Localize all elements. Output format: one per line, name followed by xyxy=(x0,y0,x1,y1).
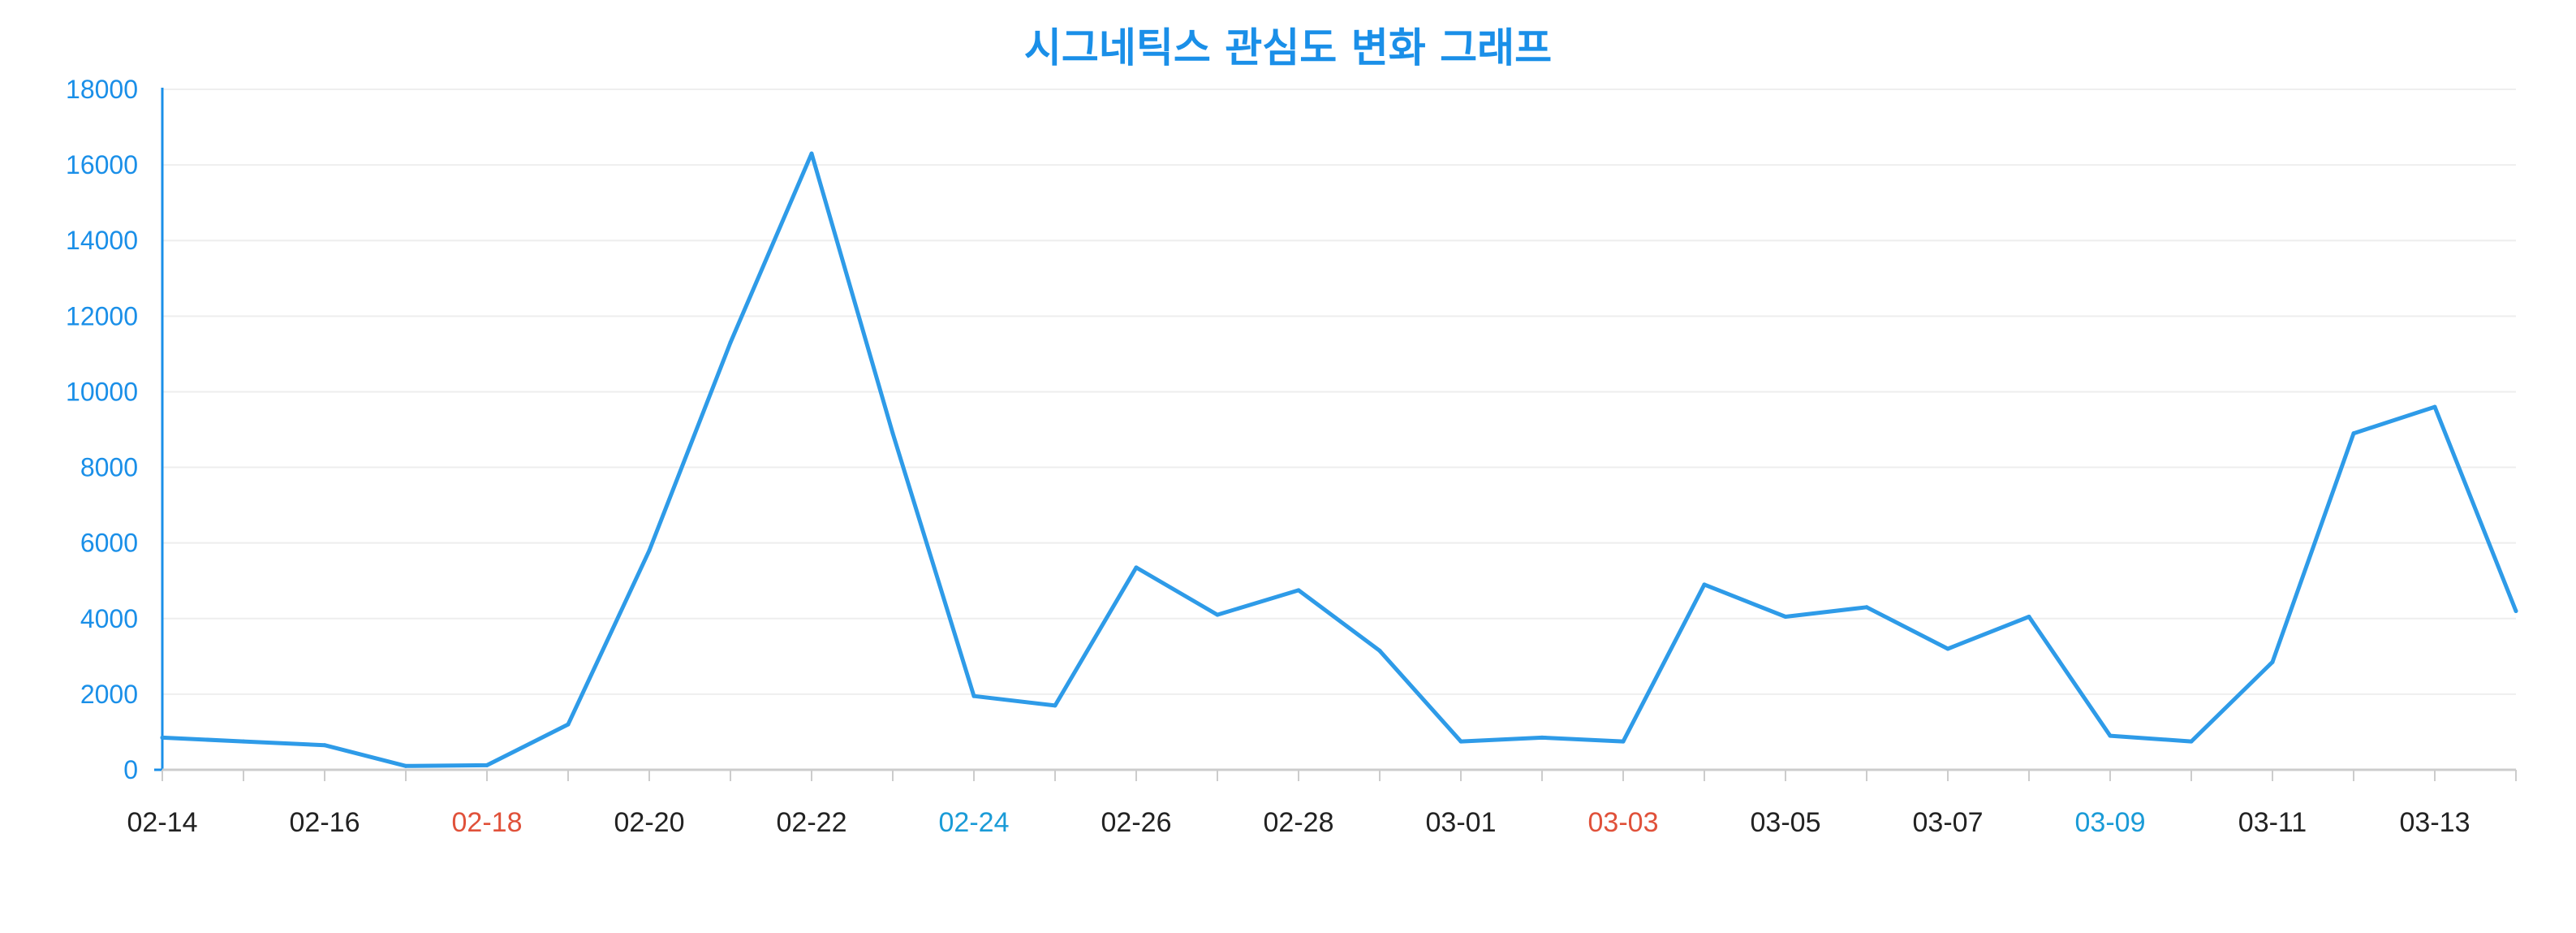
x-tick-label: 02-22 xyxy=(777,807,847,838)
y-tick-label: 6000 xyxy=(80,529,138,558)
y-tick-label: 18000 xyxy=(66,75,138,104)
data-point[interactable] xyxy=(2351,431,2356,436)
y-tick-labels: 0 2000 4000 6000 8000 10000 12000 14000 16000 180… xyxy=(66,75,138,784)
data-point[interactable] xyxy=(2432,404,2437,409)
data-point[interactable] xyxy=(1540,735,1544,740)
y-tick-label: 16000 xyxy=(66,150,138,179)
series-layer xyxy=(160,151,2518,768)
data-point[interactable] xyxy=(2514,608,2518,613)
x-tick-labels: 02-14 02-16 02-18 02-20 02-22 02-24 02-26 02-28… xyxy=(127,807,2470,838)
data-point[interactable] xyxy=(241,739,246,744)
y-tick-label: 10000 xyxy=(66,377,138,406)
axes xyxy=(154,88,2517,781)
x-tick-label: 02-20 xyxy=(614,807,685,838)
x-tick-label: 02-14 xyxy=(127,807,198,838)
data-point[interactable] xyxy=(1864,605,1869,610)
y-tick-label: 14000 xyxy=(66,226,138,255)
x-tick-label: 03-07 xyxy=(1913,807,1984,838)
data-point[interactable] xyxy=(403,763,408,768)
data-point[interactable] xyxy=(971,693,976,698)
data-point[interactable] xyxy=(566,722,571,727)
data-point[interactable] xyxy=(1134,565,1139,570)
y-tick-label: 8000 xyxy=(80,453,138,482)
data-point[interactable] xyxy=(322,743,327,748)
x-tick-label: 02-18 xyxy=(452,807,523,838)
data-point[interactable] xyxy=(1702,582,1707,587)
y-tick-label: 4000 xyxy=(80,604,138,633)
data-point[interactable] xyxy=(1945,646,1950,651)
data-point[interactable] xyxy=(2027,614,2031,619)
y-tick-label: 2000 xyxy=(80,680,138,709)
x-tick-label: 02-26 xyxy=(1101,807,1172,838)
x-tick-label: 03-13 xyxy=(2400,807,2470,838)
y-tick-label: 0 xyxy=(123,755,138,784)
data-point[interactable] xyxy=(1215,612,1220,617)
data-point[interactable] xyxy=(1783,614,1788,619)
data-point[interactable] xyxy=(1621,739,1626,744)
y-tick-label: 12000 xyxy=(66,301,138,330)
data-point[interactable] xyxy=(647,548,652,553)
x-tick-label: 02-28 xyxy=(1264,807,1334,838)
x-tick-label: 03-03 xyxy=(1588,807,1659,838)
data-point[interactable] xyxy=(2270,659,2275,664)
data-point[interactable] xyxy=(1296,588,1301,593)
grid-lines xyxy=(162,89,2516,695)
x-tick-label: 03-11 xyxy=(2238,807,2307,838)
data-point[interactable] xyxy=(2189,739,2194,744)
data-point[interactable] xyxy=(728,340,733,345)
data-point[interactable] xyxy=(1458,739,1463,744)
x-tick-label: 02-16 xyxy=(290,807,360,838)
x-tick-label: 02-24 xyxy=(939,807,1010,838)
data-point[interactable] xyxy=(160,735,165,740)
data-point[interactable] xyxy=(809,151,814,156)
data-point[interactable] xyxy=(1377,648,1382,653)
data-point[interactable] xyxy=(1053,703,1058,708)
x-tick-label: 03-01 xyxy=(1426,807,1497,838)
data-point[interactable] xyxy=(485,762,489,767)
data-point[interactable] xyxy=(2108,733,2113,738)
chart-title: 시그네틱스 관심도 변화 그래프 xyxy=(1024,24,1552,71)
x-tick-label: 03-09 xyxy=(2075,807,2146,838)
data-point[interactable] xyxy=(890,431,895,436)
series-line xyxy=(160,151,2518,768)
x-tick-label: 03-05 xyxy=(1751,807,1821,838)
